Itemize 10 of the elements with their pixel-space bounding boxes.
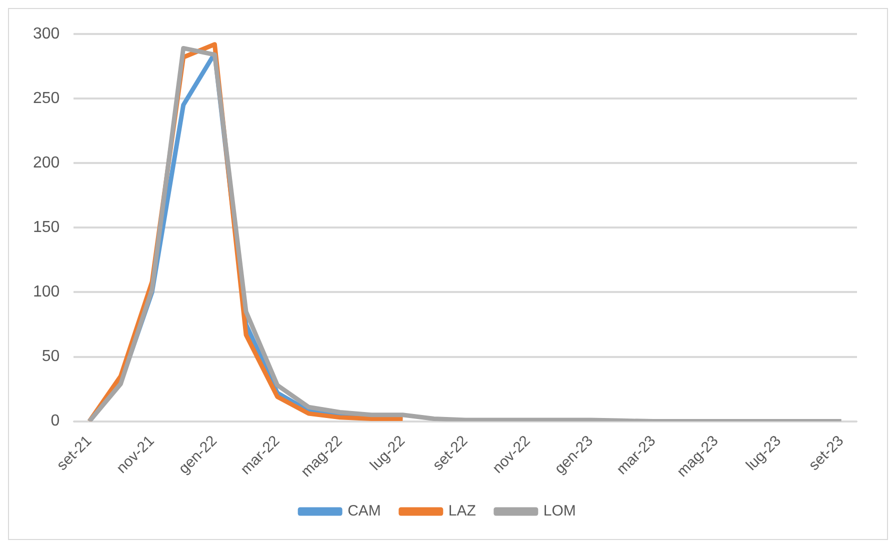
y-tick-label: 250 <box>32 90 60 107</box>
y-tick-label: 50 <box>42 348 60 366</box>
y-tick-label: 0 <box>50 412 60 430</box>
legend-label: CAM <box>348 502 381 520</box>
y-tick-label: 150 <box>32 219 60 236</box>
legend-label: LOM <box>543 502 576 520</box>
y-tick-label: 200 <box>32 154 60 172</box>
y-tick-label: 100 <box>32 284 60 301</box>
legend-label: LAZ <box>448 502 476 520</box>
y-tick-label: 300 <box>32 25 60 42</box>
